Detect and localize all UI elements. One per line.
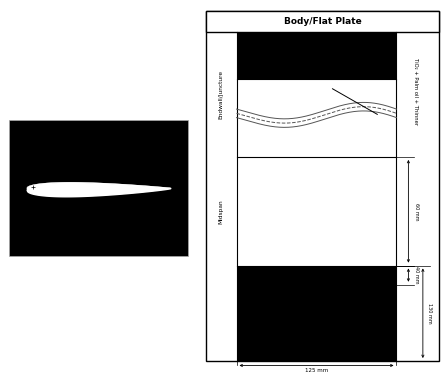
Text: TiO₂ + Palm oil + Thinner: TiO₂ + Palm oil + Thinner <box>413 58 418 126</box>
Bar <box>9 120 188 256</box>
Text: Endwall/Juncture: Endwall/Juncture <box>219 70 224 119</box>
Text: Body/Flat Plate: Body/Flat Plate <box>284 17 362 26</box>
Text: 60 mm: 60 mm <box>414 203 418 220</box>
Bar <box>237 157 396 265</box>
Text: 130 mm: 130 mm <box>427 303 432 324</box>
Bar <box>237 32 396 79</box>
Bar <box>237 265 396 361</box>
Text: Midspan: Midspan <box>219 199 224 224</box>
Text: Wingtip: Wingtip <box>219 302 224 324</box>
Text: 125 mm: 125 mm <box>305 368 328 373</box>
Text: 40 mm: 40 mm <box>414 266 418 284</box>
Bar <box>206 11 439 361</box>
Bar <box>237 79 396 157</box>
Bar <box>206 11 439 32</box>
